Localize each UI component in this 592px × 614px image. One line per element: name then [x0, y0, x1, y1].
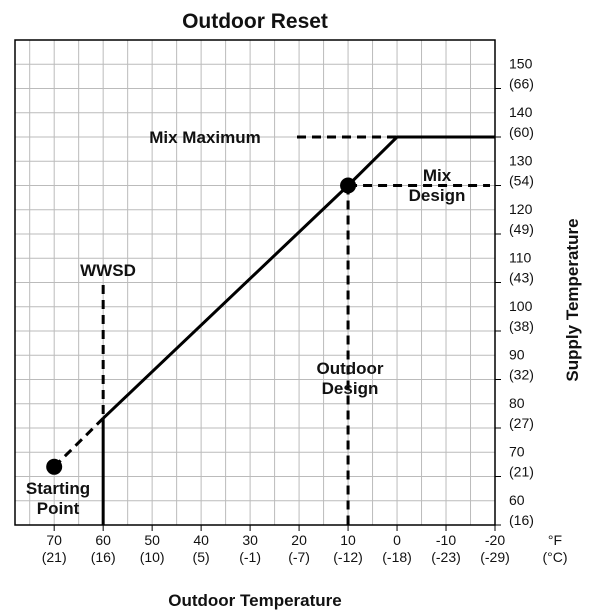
annotation: WWSD	[80, 261, 136, 280]
annotation: Mix Maximum	[149, 128, 260, 147]
y-tick-label: 100 (38)	[509, 298, 534, 334]
y-tick-label: 120 (49)	[509, 201, 534, 237]
point	[46, 458, 63, 475]
x-tick-label: 0 (-18)	[382, 532, 412, 565]
annotation: Mix Design	[409, 166, 466, 205]
line-dashed	[53, 417, 105, 468]
x-tick-label: -10 (-23)	[431, 532, 461, 565]
y-tick-label: 90 (32)	[509, 347, 534, 383]
y-tick-label: 70 (21)	[509, 444, 534, 480]
x-tick-label: 10 (-12)	[333, 532, 363, 565]
chart-title: Outdoor Reset	[182, 10, 328, 33]
x-tick-label: 50 (10)	[140, 532, 165, 565]
plot-frame	[14, 39, 496, 526]
y-tick-label: 150 (66)	[509, 56, 534, 92]
y-axis-label: Supply Temperature	[563, 218, 582, 381]
y-tick-label: 110 (43)	[509, 250, 534, 286]
x-tick-label: 30 (-1)	[239, 532, 261, 565]
x-tick-label: -20 (-29)	[480, 532, 510, 565]
x-tick-label: 60 (16)	[91, 532, 116, 565]
point	[340, 177, 357, 194]
x-tick-label: 20 (-7)	[288, 532, 310, 565]
line	[102, 135, 495, 420]
x-tick-label: 70 (21)	[42, 532, 67, 565]
unit-label: °F (°C)	[542, 532, 567, 565]
y-tick-label: 130 (54)	[509, 153, 534, 189]
x-axis-label: Outdoor Temperature	[168, 591, 341, 610]
annotation: Outdoor Design	[316, 359, 383, 398]
annotation: Starting Point	[26, 479, 90, 518]
y-tick-label: 80 (27)	[509, 395, 534, 431]
y-tick-label: 60 (16)	[509, 492, 534, 528]
x-tick-label: 40 (5)	[193, 532, 210, 565]
y-tick-label: 140 (60)	[509, 104, 534, 140]
